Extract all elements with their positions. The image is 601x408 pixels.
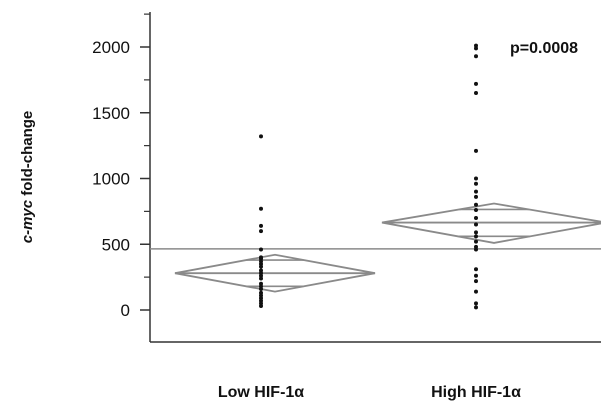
data-point (474, 176, 478, 181)
data-point (259, 206, 263, 211)
y-ticks: 0 500 1000 1500 2000 (92, 13, 150, 320)
data-point (474, 215, 478, 220)
data-point (474, 91, 478, 96)
data-point (474, 247, 478, 252)
data-point (474, 54, 478, 59)
y-tick-label: 500 (102, 235, 130, 254)
data-point (474, 81, 478, 86)
x-tick-label: Low HIF-1α (218, 384, 304, 401)
data-point (259, 134, 263, 139)
data-point (474, 234, 478, 239)
data-point (474, 194, 478, 199)
data-point (474, 230, 478, 235)
y-tick-label: 0 (121, 301, 130, 320)
data-point (474, 148, 478, 153)
data-point (474, 189, 478, 194)
data-point (259, 304, 263, 309)
data-point (474, 202, 478, 207)
data-point (259, 286, 263, 291)
x-tick-labels: Low HIF-1α High HIF-1α (218, 384, 521, 401)
data-point (259, 223, 263, 228)
data-point (474, 301, 478, 306)
data-point (259, 264, 263, 269)
data-point (474, 305, 478, 310)
y-axis-label-italic: c-myc (19, 199, 36, 243)
data-point (474, 181, 478, 186)
data-points (259, 43, 478, 310)
data-point (259, 247, 263, 252)
axes (149, 12, 601, 343)
y-axis-label-rest: fold-change (19, 111, 36, 200)
data-point (474, 222, 478, 227)
data-point (259, 229, 263, 234)
data-point (474, 46, 478, 51)
data-point (474, 273, 478, 278)
means-diamonds (174, 202, 601, 293)
data-point (474, 208, 478, 213)
y-axis-label: c-myc fold-change (19, 111, 36, 244)
y-tick-label: 1500 (92, 104, 130, 123)
data-point (474, 239, 478, 244)
data-point (474, 289, 478, 294)
data-point (259, 276, 263, 281)
data-point (474, 279, 478, 284)
data-point (474, 267, 478, 272)
y-tick-label: 2000 (92, 38, 130, 57)
p-value-annotation: p=0.0008 (510, 40, 578, 57)
means-diamond (381, 202, 601, 244)
x-tick-label: High HIF-1α (431, 384, 521, 401)
y-tick-label: 1000 (92, 170, 130, 189)
